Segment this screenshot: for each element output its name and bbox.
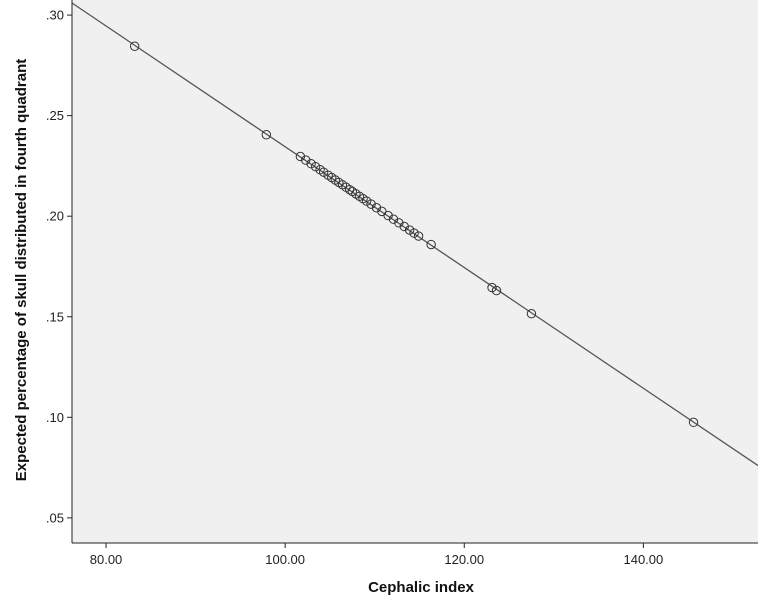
data-point [261,130,272,140]
data-point [426,239,436,250]
y-tick-label: .25 [46,108,64,123]
y-tick-label: .05 [46,510,64,525]
x-tick-label: 120.00 [444,552,484,567]
y-axis-title: Expected percentage of skull distributed… [13,59,30,482]
x-tick-label: 140.00 [623,552,663,567]
data-point [129,41,140,51]
data-point [344,184,355,195]
x-tick-label: 100.00 [265,552,305,567]
data-point [526,309,537,319]
y-tick-label: .15 [46,309,64,324]
x-axis-title: Cephalic index [368,579,475,596]
y-tick-label: .30 [46,8,64,23]
data-point [688,417,699,428]
plot-area [72,0,758,543]
y-tick-label: .10 [46,410,64,425]
x-tick-label: 80.00 [90,552,123,567]
y-tick-label: .20 [46,209,64,224]
data-point [491,285,502,296]
data-point [413,231,424,241]
data-point [377,206,387,217]
